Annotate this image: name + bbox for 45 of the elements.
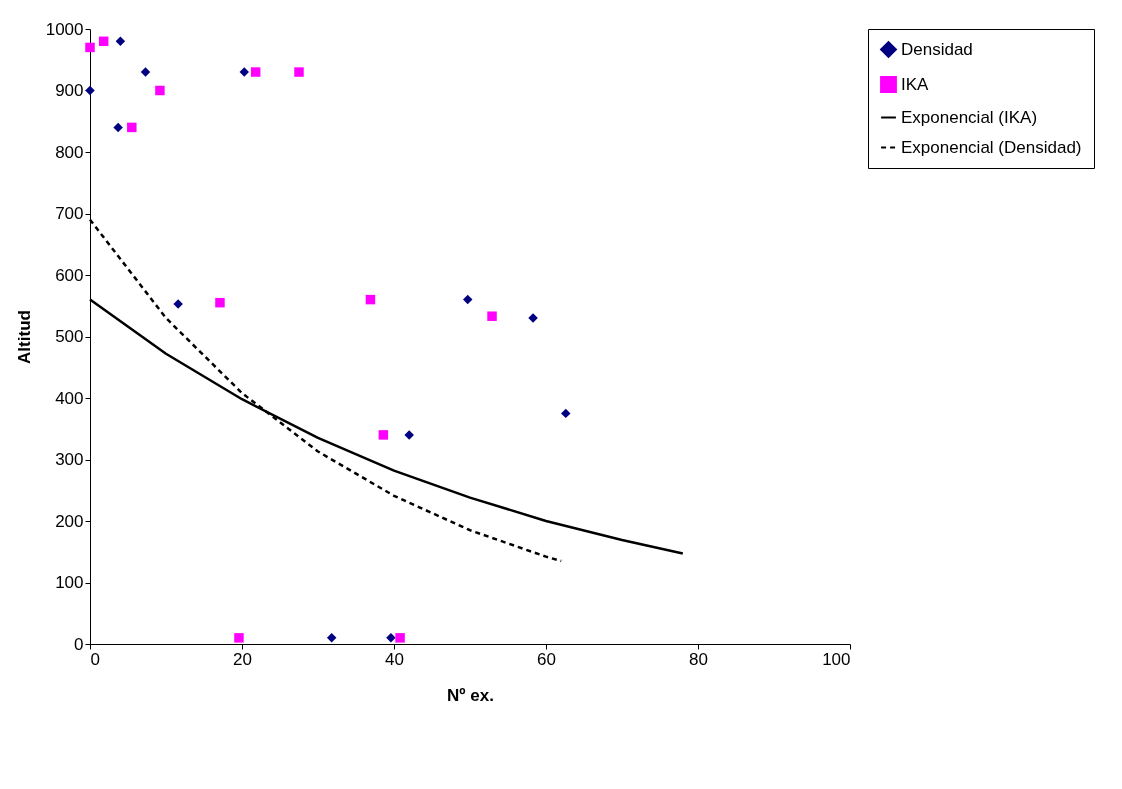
y-tick-label: 400 <box>55 388 84 408</box>
point <box>85 85 95 96</box>
point <box>98 36 109 47</box>
point <box>173 299 183 309</box>
legend-label: Exponencial (Densidad) <box>901 137 1082 157</box>
y-tick-label: 900 <box>55 81 84 100</box>
point <box>85 42 95 53</box>
point <box>115 36 126 47</box>
point <box>250 67 261 77</box>
legend-label: Exponencial (IKA) <box>901 107 1038 127</box>
y-tick-label: 100 <box>55 573 84 592</box>
x-tick-label: 60 <box>537 649 556 669</box>
point <box>395 633 405 643</box>
point <box>365 294 376 305</box>
point <box>239 67 250 77</box>
point <box>326 633 337 643</box>
x-axis-title: Nº ex. <box>447 685 494 705</box>
y-tick-label: 200 <box>55 511 84 531</box>
x-tick-label: 40 <box>385 649 404 669</box>
point <box>561 408 571 419</box>
x-tick-label: 20 <box>233 649 252 669</box>
y-tick-label: 700 <box>55 204 84 223</box>
y-axis-title: Altitud <box>14 310 34 364</box>
y-tick-label: 500 <box>55 327 84 346</box>
point <box>155 85 165 96</box>
point <box>462 294 473 305</box>
y-tick-label: 1000 <box>45 19 84 39</box>
point <box>127 122 137 133</box>
y-tick-label: 800 <box>55 142 84 162</box>
point <box>113 122 123 133</box>
legend-label: Densidad <box>901 39 973 59</box>
point <box>487 311 497 321</box>
y-tick-label: 300 <box>55 450 84 469</box>
legend-label: IKA <box>901 74 930 94</box>
point <box>378 430 389 440</box>
point <box>294 67 304 77</box>
point <box>404 430 414 440</box>
x-tick-label: 80 <box>689 649 708 669</box>
point <box>215 297 225 308</box>
y-tick-label: 600 <box>55 265 84 285</box>
point <box>140 67 151 77</box>
y-tick-label: 0 <box>74 634 84 654</box>
x-tick-label: 100 <box>822 649 851 669</box>
x-tick-label: 0 <box>90 649 100 669</box>
point <box>234 633 244 643</box>
